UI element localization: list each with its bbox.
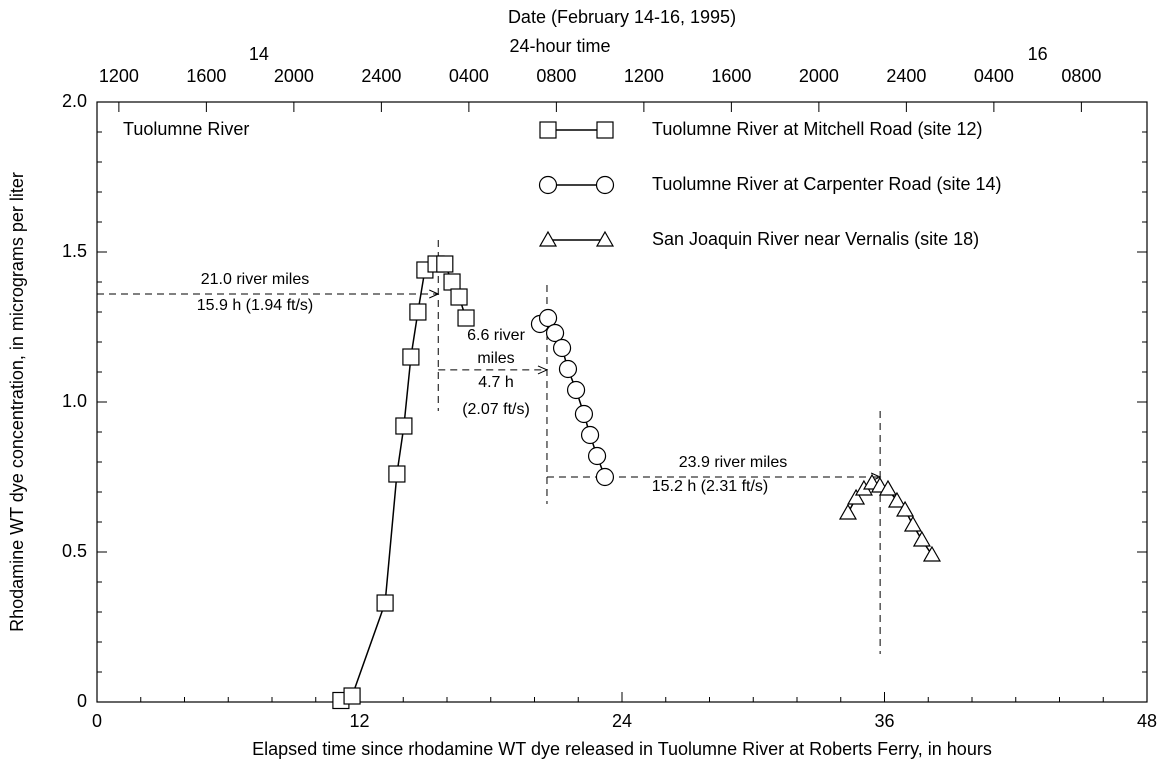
annotation: (2.07 ft/s) — [462, 401, 530, 418]
annotation: 4.7 h — [478, 374, 514, 391]
x-tick-label: 48 — [1137, 711, 1157, 731]
marker-circle — [552, 338, 572, 358]
top-time-label: 1200 — [624, 66, 664, 86]
annotation: 21.0 river miles — [201, 271, 309, 288]
marker-triangle — [887, 491, 907, 508]
marker-triangle — [878, 479, 898, 496]
marker-square — [436, 255, 454, 273]
marker-square — [376, 594, 394, 612]
marker-circle — [558, 359, 578, 379]
legend-label: Tuolumne River at Carpenter Road (site 1… — [652, 174, 1002, 194]
y-axis-label: Rhodamine WT dye concentration, in micro… — [7, 172, 27, 632]
marker-triangle — [896, 500, 915, 517]
x-tick-label: 36 — [874, 711, 894, 731]
top-time-label: 0800 — [536, 66, 576, 86]
x-tick-label: 0 — [92, 711, 102, 731]
top-time-label: 0400 — [449, 66, 489, 86]
top-time-label: 0800 — [1061, 66, 1101, 86]
marker-square — [457, 309, 475, 327]
top-time-label: 1600 — [711, 66, 751, 86]
top-time-label: 2000 — [799, 66, 839, 86]
legend-label: San Joaquin River near Vernalis (site 18… — [652, 229, 979, 249]
marker-square — [443, 273, 461, 291]
annotation: 15.9 h (1.94 ft/s) — [197, 297, 314, 314]
top-time-label: 1600 — [186, 66, 226, 86]
x-tick-label: 12 — [349, 711, 369, 731]
legend-marker — [596, 121, 614, 139]
y-tick-label: 0 — [77, 691, 87, 711]
annotation-arrow — [429, 289, 440, 299]
chart-title: Date (February 14-16, 1995) — [508, 7, 736, 27]
marker-circle — [595, 467, 615, 487]
top-time-label: 2400 — [361, 66, 401, 86]
top-date-label: 14 — [249, 44, 269, 64]
marker-circle — [574, 404, 594, 424]
x-axis-label: Elapsed time since rhodamine WT dye rele… — [252, 739, 992, 759]
y-tick-label: 2.0 — [62, 91, 87, 111]
legend-marker — [539, 121, 557, 139]
top-date-label: 16 — [1028, 44, 1048, 64]
marker-circle — [580, 425, 600, 445]
x-tick-label: 24 — [612, 711, 632, 731]
y-tick-label: 0.5 — [62, 541, 87, 561]
marker-square — [343, 687, 361, 705]
marker-square — [388, 465, 406, 483]
legend-marker — [538, 175, 558, 195]
marker-triangle — [912, 530, 931, 547]
top-time-label: 1200 — [99, 66, 139, 86]
top-time-label: 0400 — [974, 66, 1014, 86]
legend-marker — [538, 230, 558, 247]
legend-marker — [595, 175, 615, 195]
annotation-arrow — [537, 365, 549, 375]
top-time-label: 2000 — [274, 66, 314, 86]
marker-circle — [566, 380, 586, 400]
annotation: 6.6 river — [467, 327, 525, 344]
y-tick-label: 1.0 — [62, 391, 87, 411]
marker-square — [395, 417, 413, 435]
panel-label: Tuolumne River — [123, 119, 249, 139]
marker-triangle — [922, 545, 942, 562]
marker-square — [450, 288, 468, 306]
marker-triangle — [847, 488, 866, 505]
legend-label: Tuolumne River at Mitchell Road (site 12… — [652, 119, 982, 139]
marker-triangle — [903, 515, 922, 532]
top-axis-label: 24-hour time — [509, 36, 610, 56]
annotation: 23.9 river miles — [679, 454, 787, 471]
marker-circle — [587, 446, 607, 466]
annotation: miles — [477, 350, 514, 367]
marker-triangle — [838, 503, 858, 520]
marker-circle — [538, 308, 558, 328]
marker-circle — [545, 323, 565, 343]
legend-marker — [595, 230, 615, 247]
y-tick-label: 1.5 — [62, 241, 87, 261]
marker-square — [409, 303, 427, 321]
annotation: 15.2 h (2.31 ft/s) — [652, 478, 769, 495]
top-time-label: 2400 — [886, 66, 926, 86]
marker-square — [402, 348, 420, 366]
